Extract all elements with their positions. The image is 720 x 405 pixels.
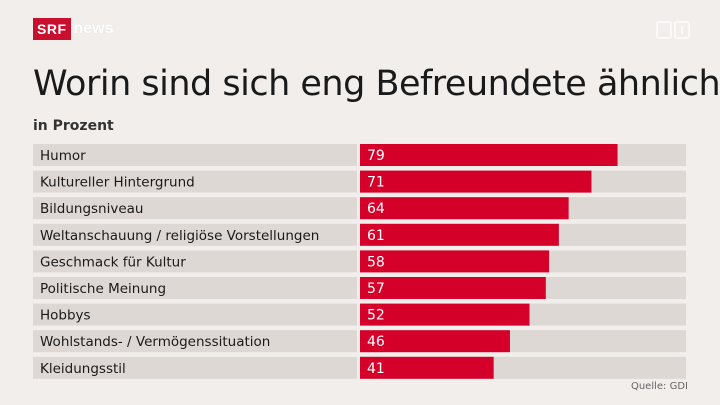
category-label-background	[33, 250, 357, 273]
value-label: 64	[367, 201, 385, 217]
bar-row: Bildungsniveau 64	[33, 197, 686, 220]
category-label: Politische Meinung	[40, 281, 166, 297]
category-label: Hobbys	[40, 308, 91, 324]
news-logo-text: news	[73, 20, 114, 37]
category-label-background	[33, 303, 357, 326]
category-label: Wohlstands- / Vermögenssituation	[40, 334, 270, 350]
bar-row: Geschmack für Kultur 58	[33, 250, 686, 273]
bar-row: Kleidungsstil 41	[33, 356, 686, 379]
category-label: Weltanschauung / religiöse Vorstellungen	[40, 228, 319, 244]
category-label: Kleidungsstil	[40, 361, 126, 377]
bar-row: Weltanschauung / religiöse Vorstellungen…	[33, 223, 686, 246]
bar	[360, 250, 550, 273]
category-label-background	[33, 197, 357, 220]
bar	[360, 356, 494, 379]
bar	[360, 277, 546, 299]
category-label-background	[33, 144, 357, 166]
srf-logo-text: SRF	[33, 18, 71, 40]
chart-title: Worin sind sich eng Befreundete ähnlich?	[33, 64, 720, 104]
value-label: 61	[367, 228, 385, 244]
bar-row: Wohlstands- / Vermögenssituation 46	[33, 330, 686, 353]
bar	[360, 303, 530, 326]
broadcast-logo-icon	[656, 21, 690, 39]
category-label: Humor	[40, 148, 86, 164]
bar-row: Hobbys 52	[33, 303, 686, 326]
bar	[360, 197, 569, 220]
category-label: Bildungsniveau	[40, 201, 143, 217]
bar	[360, 144, 618, 166]
source-note: Quelle: GDI	[630, 381, 688, 392]
value-label: 46	[367, 334, 385, 350]
category-label-background	[33, 170, 357, 193]
category-label-background	[33, 223, 357, 246]
category-label-background	[33, 356, 357, 379]
bar	[360, 223, 559, 246]
bar-row: Humor 79	[33, 144, 686, 166]
bar-row: Kultureller Hintergrund 71	[33, 170, 686, 193]
value-label: 52	[367, 308, 385, 324]
chart-subtitle: in Prozent	[33, 118, 114, 134]
value-label: 79	[367, 148, 385, 164]
category-label: Geschmack für Kultur	[40, 254, 186, 270]
value-label: 58	[367, 254, 385, 270]
bar	[360, 170, 592, 193]
category-label-background	[33, 277, 357, 299]
category-label-background	[33, 330, 357, 353]
srf-news-logo: SRF news	[33, 18, 114, 40]
value-label: 57	[367, 281, 385, 297]
value-label: 41	[367, 361, 385, 377]
bar	[360, 330, 510, 353]
category-label: Kultureller Hintergrund	[40, 175, 195, 191]
value-label: 71	[367, 175, 385, 191]
bar-row: Politische Meinung 57	[33, 277, 686, 299]
